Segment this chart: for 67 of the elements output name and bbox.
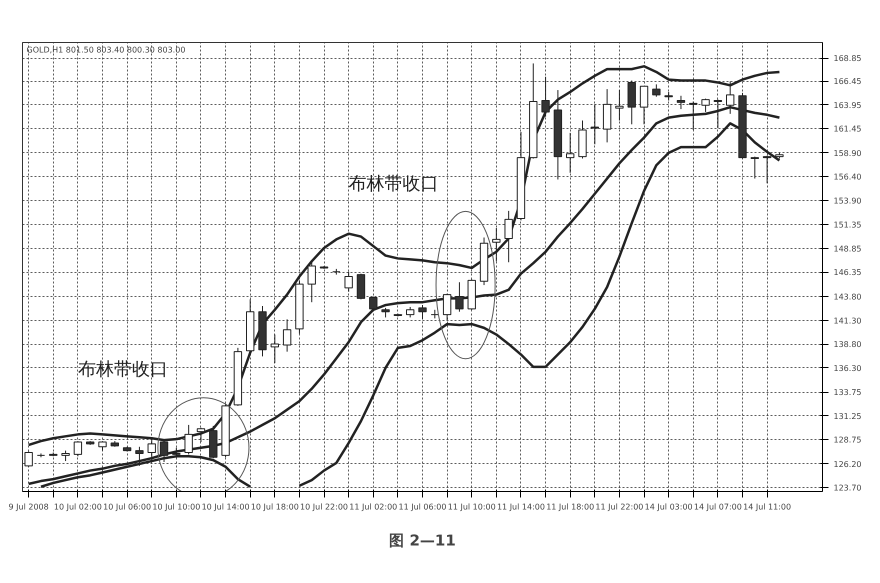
y-tick-label: 123.70 [834, 484, 862, 493]
y-tick-label: 158.90 [834, 148, 862, 158]
y-tick-label: 133.75 [834, 388, 862, 398]
y-tick-label: 131.25 [834, 412, 862, 421]
x-tick-label: 14 Jul 07:00 [694, 502, 742, 512]
candlestick [640, 86, 648, 125]
candlestick [750, 156, 759, 180]
candlestick [196, 427, 206, 443]
y-tick-label: 166.45 [834, 77, 862, 86]
candlestick [356, 273, 366, 300]
x-tick-label: 11 Jul 18:00 [546, 502, 594, 512]
x-tick-label: 10 Jul 06:00 [103, 502, 152, 512]
candlestick [762, 155, 772, 184]
y-tick-label: 138.80 [834, 340, 862, 350]
candlestick [172, 447, 181, 458]
candlestick [135, 446, 144, 466]
x-tick-label: 10 Jul 22:00 [300, 502, 348, 512]
x-tick-label: 10 Jul 18:00 [250, 502, 299, 512]
candlestick [492, 228, 501, 262]
y-tick-label: 156.40 [834, 172, 862, 182]
candlestick [455, 282, 464, 312]
x-tick-label: 11 Jul 10:00 [448, 502, 496, 512]
x-tick-label: 10 Jul 02:00 [54, 502, 102, 512]
candlestick [282, 318, 292, 352]
candlestick [590, 104, 599, 145]
x-tick-label: 10 Jul 14:00 [202, 502, 250, 512]
y-tick-label: 136.30 [834, 364, 862, 373]
candlestick [566, 132, 574, 174]
candlestick [98, 440, 107, 452]
y-tick-label: 143.80 [834, 292, 862, 302]
candlestick [24, 451, 33, 468]
candlestick [652, 84, 661, 98]
candlestick [406, 306, 414, 318]
candlestick [418, 304, 427, 320]
y-tick-label: 148.85 [834, 244, 862, 254]
candlestick [676, 95, 686, 110]
y-tick-label: 153.90 [834, 196, 862, 206]
candlestick [615, 90, 624, 122]
chart-title: GOLD,H1 801.50 803.40 800.30 803.00 [26, 46, 186, 54]
x-tick-label: 11 Jul 06:00 [398, 502, 446, 512]
candlestick [369, 296, 378, 310]
x-tick-label: 9 Jul 2008 [8, 502, 49, 512]
x-tick-label: 10 Jul 10:00 [152, 502, 200, 512]
y-tick-label: 128.75 [834, 436, 862, 445]
y-tick-label: 141.30 [834, 316, 862, 326]
x-tick-label: 14 Jul 03:00 [644, 502, 693, 512]
y-tick-label: 146.35 [834, 268, 862, 278]
candlestick [270, 334, 279, 364]
annotation: 布林带收口 [78, 359, 168, 380]
x-tick-label: 11 Jul 02:00 [349, 502, 398, 512]
y-tick-label: 151.35 [834, 220, 862, 230]
candlestick [344, 271, 353, 292]
x-tick-label: 11 Jul 22:00 [595, 502, 644, 512]
y-tick-label: 168.85 [834, 54, 862, 64]
caption: 图 2—11 [389, 532, 456, 550]
candlestick [442, 293, 452, 321]
candlestick [61, 450, 70, 462]
candlestick [504, 210, 513, 263]
x-tick-label: 14 Jul 11:00 [743, 502, 792, 512]
y-tick-label: 163.95 [834, 100, 862, 110]
candlestick [308, 262, 316, 303]
y-tick-label: 126.20 [834, 460, 862, 469]
y-tick-label: 161.45 [834, 124, 862, 134]
candlestick [541, 76, 550, 118]
candlestick [74, 440, 82, 457]
x-tick-label: 11 Jul 14:00 [496, 502, 545, 512]
annotation: 布林带收口 [348, 174, 439, 195]
